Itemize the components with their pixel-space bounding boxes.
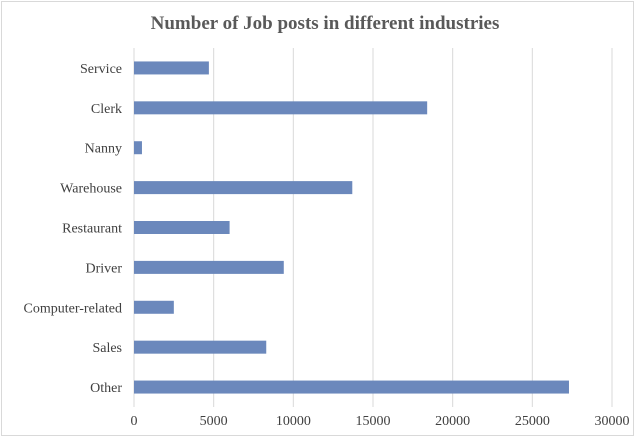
x-tick-label: 0: [131, 414, 138, 429]
bar-service: [134, 61, 209, 75]
bar-nanny: [134, 141, 142, 155]
bars: [134, 61, 569, 394]
bar-other: [134, 380, 569, 394]
chart-title: Number of Job posts in different industr…: [151, 13, 500, 34]
x-tick-label: 30000: [595, 414, 630, 429]
bar-clerk: [134, 101, 428, 115]
category-label: Driver: [85, 261, 122, 276]
bar-warehouse: [134, 181, 353, 195]
bar-restaurant: [134, 221, 230, 234]
bar-computer-related: [134, 300, 174, 314]
category-label: Sales: [92, 341, 122, 356]
category-label: Restaurant: [62, 222, 122, 237]
x-axis-tick-labels: 0 5000 10000 15000 20000 25000 30000: [131, 414, 630, 429]
x-tick-label: 10000: [276, 414, 311, 429]
x-tick-label: 20000: [435, 414, 470, 429]
category-label: Computer-related: [24, 301, 122, 316]
category-label: Clerk: [91, 102, 122, 117]
category-label: Nanny: [85, 142, 122, 157]
x-tick-label: 25000: [515, 414, 550, 429]
bar-driver: [134, 260, 284, 274]
x-tick-label: 15000: [356, 414, 391, 429]
x-tick-label: 5000: [200, 414, 228, 429]
category-label: Warehouse: [60, 182, 122, 197]
category-label: Other: [90, 381, 122, 396]
category-labels: Service Clerk Nanny Warehouse Restaurant Driv…: [24, 62, 123, 396]
bar-sales: [134, 340, 267, 354]
category-label: Service: [80, 62, 122, 77]
